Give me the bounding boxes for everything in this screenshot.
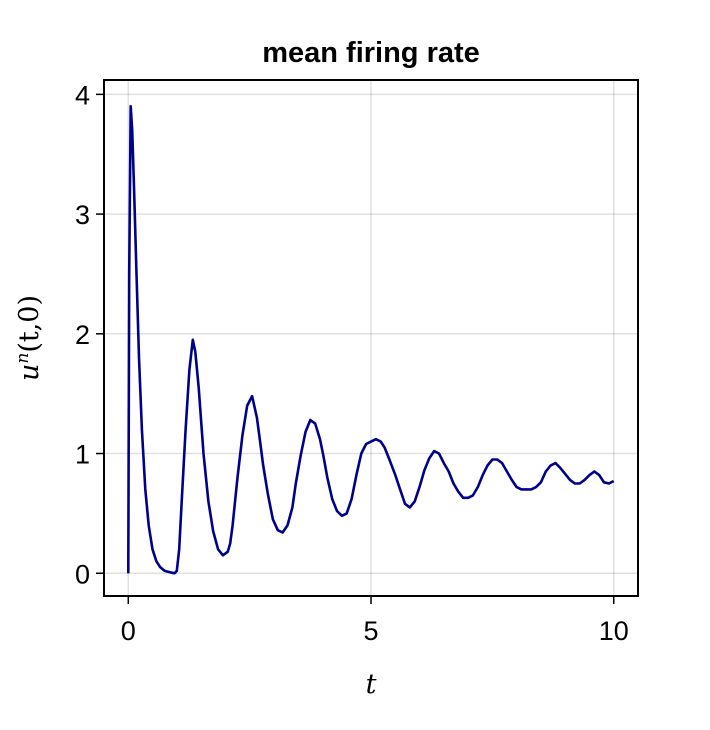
chart-title: mean firing rate (262, 37, 480, 69)
y-tick-label: 3 (75, 200, 90, 230)
grid (104, 80, 638, 596)
y-tick-label: 4 (75, 80, 90, 110)
y-tick-label: 2 (75, 320, 90, 350)
y-axis-label: un(t,0) (13, 295, 45, 381)
x-tick-label: 5 (363, 616, 378, 646)
y-axis-label-args: (t,0) (14, 295, 45, 353)
y-axis-label-superscript: n (13, 353, 33, 364)
series-layer (127, 105, 615, 575)
x-tick-label: 0 (121, 616, 136, 646)
y-axis: 0 1 2 3 4 (75, 80, 104, 589)
y-tick-label: 1 (75, 440, 90, 470)
series-line (127, 105, 615, 575)
x-tick-label: 10 (599, 616, 629, 646)
y-tick-label: 0 (75, 559, 90, 589)
x-axis-label: t (366, 669, 377, 700)
y-axis-label-base: u (14, 364, 45, 381)
x-axis: 0 5 10 (121, 596, 629, 646)
